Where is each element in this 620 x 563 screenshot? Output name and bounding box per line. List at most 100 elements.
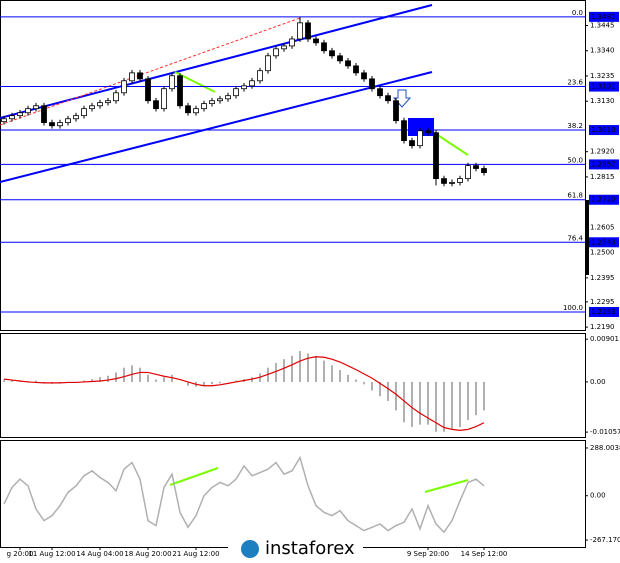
divergence-line — [424, 479, 469, 493]
y-tick-label: 1.3130 — [590, 97, 615, 105]
candle-body — [441, 178, 447, 184]
candle-body — [65, 118, 71, 124]
candle-body — [217, 98, 223, 102]
candle-body — [153, 100, 159, 110]
fib-value-box — [589, 125, 619, 136]
candle-body — [473, 165, 479, 169]
candle-body — [201, 103, 207, 110]
fib-value-box — [589, 11, 619, 22]
y-tick-label: 288.0038 — [590, 444, 620, 452]
candle-body — [417, 130, 423, 147]
histogram-bar — [11, 380, 13, 382]
candle-body — [137, 72, 143, 80]
histogram-bar — [139, 367, 141, 382]
histogram-bar — [419, 381, 421, 425]
candle-body — [425, 130, 431, 134]
y-tick-label: -267.170 — [590, 536, 620, 544]
histogram-bar — [155, 379, 157, 382]
candle-body — [17, 112, 23, 117]
histogram-bar — [323, 360, 325, 382]
candle-body — [377, 88, 383, 97]
candle-body — [33, 105, 39, 110]
candle-body — [329, 50, 335, 57]
drawings — [0, 4, 589, 493]
histogram-bar — [435, 381, 437, 432]
histogram-bar — [219, 381, 221, 384]
histogram-bar — [467, 381, 469, 420]
histogram-bar — [123, 367, 125, 382]
histogram-bar — [163, 377, 165, 382]
candle-body — [289, 38, 295, 47]
histogram-bar — [3, 379, 5, 382]
fib-value-box — [589, 306, 619, 317]
candle-body — [233, 88, 239, 97]
x-tick-label: 14 Aug 04:00 — [76, 550, 123, 558]
y-tick-label: -0.01057 — [590, 428, 620, 436]
candle-body — [465, 165, 471, 179]
histogram-bar — [35, 380, 37, 382]
histogram-bar — [211, 381, 213, 385]
candle-body — [145, 78, 151, 102]
histogram-bar — [171, 374, 173, 382]
y-tick-label: 1.2190 — [590, 323, 615, 331]
fib-value-box — [589, 237, 619, 248]
histogram-bar — [347, 374, 349, 382]
histogram-bar — [99, 377, 101, 382]
candle-body — [193, 108, 199, 114]
histogram-bar — [387, 381, 389, 401]
y-tick-label: 1.2395 — [590, 274, 615, 282]
candle-body — [257, 70, 263, 82]
x-tick-label: 11 Aug 12:00 — [28, 550, 75, 558]
histogram-bar — [331, 365, 333, 382]
candle-body — [409, 140, 415, 147]
main-frame — [0, 0, 586, 331]
candle-body — [385, 95, 391, 102]
histogram-bar — [427, 381, 429, 425]
histogram-bar — [107, 375, 109, 382]
candle-body — [393, 100, 399, 122]
histogram-bar — [115, 372, 117, 382]
y-tick-label: 1.3445 — [590, 22, 615, 30]
fib-name: 100.0 — [563, 304, 583, 312]
candle-body — [401, 120, 407, 142]
candle-body — [305, 22, 311, 40]
histogram-bar — [379, 381, 381, 397]
x-tick-label: 18 Aug 20:00 — [124, 550, 171, 558]
histogram-bar — [83, 380, 85, 382]
histogram-bar — [91, 379, 93, 382]
candle-body — [97, 102, 103, 107]
x-tick-label: 14 Sep 12:00 — [461, 550, 508, 558]
fib-value-label: 1.2720 — [591, 196, 616, 204]
candle-body — [249, 80, 255, 87]
histogram-bar — [187, 381, 189, 386]
fib-value-label: 1.3481 — [591, 13, 616, 21]
histogram-bar — [339, 370, 341, 382]
candle-body — [89, 105, 95, 110]
histogram-bar — [411, 381, 413, 428]
candle-body — [49, 122, 55, 127]
fib-name: 76.4 — [567, 234, 583, 242]
y-tick-label: 1.2815 — [590, 173, 615, 181]
candle-body — [121, 80, 127, 94]
fib-name: 50.0 — [567, 156, 583, 164]
arrow — [392, 89, 412, 108]
histogram-bar — [235, 380, 237, 382]
candle-body — [337, 55, 343, 62]
histogram-bar — [475, 381, 477, 416]
histogram-bar — [147, 374, 149, 382]
candle-body — [265, 55, 271, 72]
histogram-bar — [483, 381, 485, 411]
y-tick-label: 1.2500 — [590, 249, 615, 257]
divergence-line — [169, 467, 219, 486]
y-tick-label: 1.3235 — [590, 72, 615, 80]
candle-body — [169, 75, 175, 90]
candle-body — [9, 115, 15, 120]
candle-body — [105, 100, 111, 104]
fib-value-label: 1.2543 — [591, 238, 616, 246]
candle-body — [241, 85, 247, 90]
candle-body — [209, 100, 215, 105]
x-tick-label: 9 Sep 20:00 — [407, 550, 449, 558]
candle-body — [185, 105, 191, 114]
